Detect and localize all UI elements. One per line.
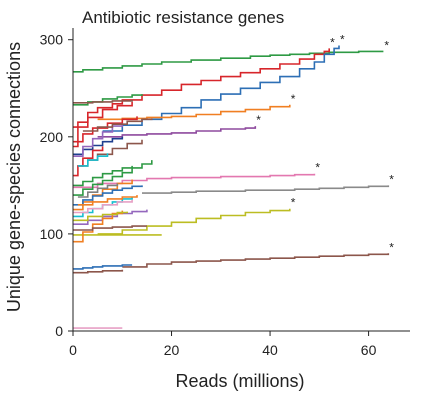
end-asterisk: * — [389, 240, 394, 254]
series-line-8 — [97, 208, 291, 235]
x-tick-label: 60 — [361, 342, 377, 358]
y-tick-label: 100 — [40, 226, 64, 242]
end-asterisk: * — [389, 172, 394, 186]
series-line-26 — [73, 199, 133, 214]
series-line-30 — [73, 123, 124, 157]
end-asterisk: * — [384, 38, 389, 52]
series-line-31 — [77, 183, 119, 198]
series-line-33 — [82, 118, 153, 132]
series-line-2 — [73, 48, 330, 148]
x-tick-label: 0 — [69, 342, 77, 358]
series-line-14 — [73, 101, 133, 128]
end-asterisk: * — [291, 92, 296, 106]
y-tick-label: 300 — [40, 32, 64, 48]
series-line-11 — [73, 264, 133, 270]
x-tick-label: 40 — [262, 342, 278, 358]
series-line-4 — [97, 104, 291, 121]
y-axis-label: Unique gene-species connections — [4, 42, 24, 312]
x-tick-label: 20 — [164, 342, 180, 358]
series-line-18 — [73, 160, 153, 196]
series-line-25 — [73, 210, 124, 243]
end-asterisk: * — [340, 33, 345, 47]
end-asterisk: * — [256, 113, 261, 127]
series-line-23 — [73, 209, 148, 225]
series-line-1 — [73, 50, 384, 73]
series-line-5 — [97, 126, 257, 138]
series-line-27 — [73, 225, 147, 231]
series-line-12 — [73, 269, 124, 274]
end-asterisk: * — [315, 161, 320, 175]
series-line-28 — [73, 165, 133, 187]
series-lines — [73, 45, 390, 329]
x-axis-label: Reads (millions) — [175, 371, 304, 391]
series-line-32 — [77, 195, 138, 206]
series-line-3 — [102, 45, 340, 132]
end-asterisk: * — [330, 35, 335, 49]
series-line-35 — [77, 153, 109, 167]
end-asterisk: * — [291, 196, 296, 210]
chart-title: Antibiotic resistance genes — [82, 8, 284, 27]
series-end-markers: * * * * * * * * * — [256, 33, 394, 255]
series-line-34 — [73, 211, 128, 222]
series-line-29 — [73, 146, 104, 177]
y-axis-ticks: 0 100 200 300 — [40, 32, 73, 339]
series-line-15 — [73, 116, 138, 143]
y-tick-label: 0 — [55, 323, 63, 339]
x-axis-ticks: 0 20 40 60 — [69, 331, 377, 358]
y-tick-label: 200 — [40, 129, 64, 145]
series-line-7 — [142, 185, 390, 194]
series-line-21 — [73, 185, 143, 206]
series-line-16 — [73, 99, 133, 104]
series-line-9 — [122, 253, 390, 268]
